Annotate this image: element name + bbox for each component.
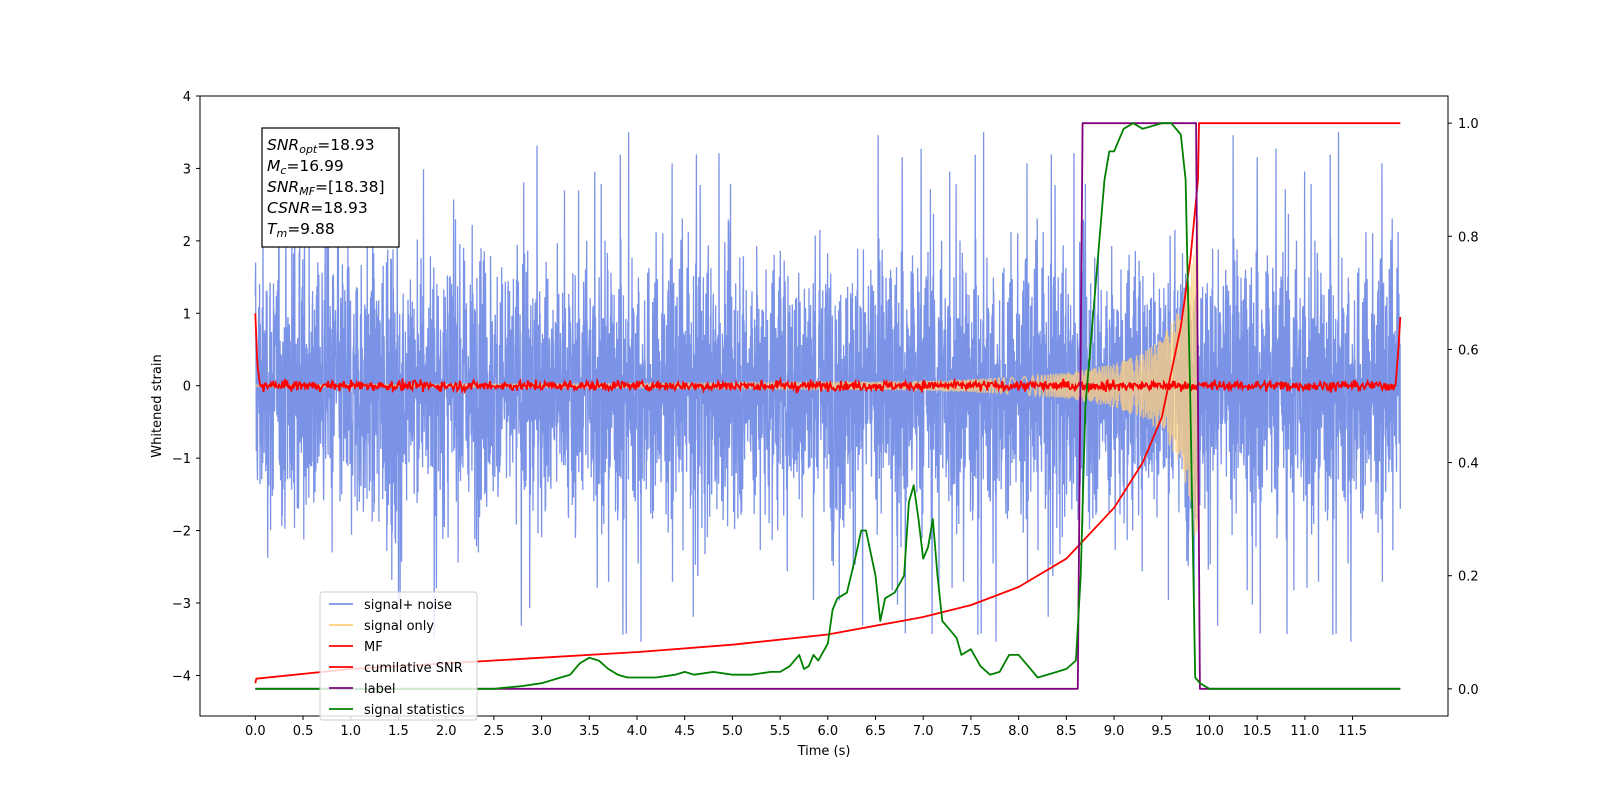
- x-tick-label: 4.5: [674, 724, 695, 739]
- y-tick-label: 2: [183, 235, 191, 250]
- info-snr-opt: SNRopt=18.93: [267, 136, 375, 156]
- x-tick-label: 6.0: [817, 724, 838, 739]
- y-tick-label: 0: [183, 380, 191, 395]
- x-tick-label: 5.0: [722, 724, 743, 739]
- legend-label: label: [364, 682, 395, 697]
- x-tick-label: 7.5: [961, 724, 982, 739]
- x-tick-label: 5.5: [770, 724, 791, 739]
- x-tick-label: 1.5: [388, 724, 409, 739]
- y2-tick-label: 0.0: [1458, 683, 1479, 698]
- legend-item: MF: [329, 640, 383, 655]
- x-tick-label: 4.0: [627, 724, 648, 739]
- info-box: SNRopt=18.93 Mc=16.99 SNRMF=[18.38] CSNR…: [261, 127, 400, 248]
- x-tick-label: 11.5: [1338, 724, 1367, 739]
- x-tick-label: 9.5: [1151, 724, 1172, 739]
- x-tick-label: 3.5: [579, 724, 600, 739]
- legend-frame: [319, 591, 478, 721]
- y2-tick-label: 0.6: [1458, 343, 1479, 358]
- signal-plus-noise-line: [254, 132, 1401, 642]
- legend-item: cumilative SNR: [329, 661, 463, 676]
- x-tick-label: 2.5: [484, 724, 505, 739]
- legend-item: signal+ noise: [329, 598, 452, 613]
- x-tick-label: 1.0: [340, 724, 361, 739]
- legend-label: cumilative SNR: [364, 661, 463, 676]
- info-snr-mf: SNRMF=[18.38]: [267, 178, 385, 198]
- y-tick-label: −2: [172, 525, 191, 540]
- info-tm: Tm=9.88: [267, 220, 335, 240]
- x-tick-label: 6.5: [865, 724, 886, 739]
- y-tick-label: 4: [183, 90, 191, 105]
- y-tick-label: 3: [183, 162, 191, 177]
- x-tick-label: 8.0: [1008, 724, 1029, 739]
- y-tick-label: −4: [172, 669, 191, 684]
- x-tick-label: 7.0: [913, 724, 934, 739]
- legend-item: signal statistics: [329, 703, 465, 718]
- y2-tick-label: 1.0: [1458, 117, 1479, 132]
- x-tick-label: 8.5: [1056, 724, 1077, 739]
- legend-label: signal only: [364, 619, 434, 634]
- y-tick-label: −1: [172, 452, 191, 467]
- signal-statistics-line: [255, 122, 1401, 690]
- legend: signal+ noise signal only MF cumilative SNR…: [319, 591, 478, 721]
- plot-frame: [199, 95, 1449, 717]
- y-tick-label: −3: [172, 597, 191, 612]
- x-tick-label: 11.0: [1290, 724, 1319, 739]
- info-mc: Mc=16.99: [267, 157, 344, 177]
- series-signal-plus-noise: [254, 132, 1401, 642]
- legend-item: label: [329, 682, 395, 697]
- y-axis-ticks: 4 3 2 1 0 −1 −2 −3 −4: [172, 90, 200, 684]
- y2-tick-label: 0.8: [1458, 230, 1479, 245]
- series-mf: [254, 313, 1402, 395]
- mf-line: [254, 313, 1402, 395]
- x-tick-label: 0.0: [245, 724, 266, 739]
- y2-axis-ticks: 1.0 0.8 0.6 0.4 0.2 0.0: [1448, 117, 1479, 698]
- legend-label: signal statistics: [364, 703, 465, 718]
- x-tick-label: 9.0: [1104, 724, 1125, 739]
- y-tick-label: 1: [183, 307, 191, 322]
- x-tick-label: 10.5: [1243, 724, 1272, 739]
- x-axis-ticks: 0.0 0.5 1.0 1.5 2.0 2.5 3.0 3.5 4.0 4.5 5.0 5.5 6.0 6…: [245, 716, 1367, 739]
- info-csnr: CSNR=18.93: [267, 199, 368, 217]
- info-box-frame: [261, 127, 400, 248]
- x-tick-label: 10.0: [1195, 724, 1224, 739]
- legend-item: signal only: [329, 619, 434, 634]
- y-axis-label: Whitened strain: [150, 354, 165, 457]
- legend-label: MF: [364, 640, 383, 655]
- x-tick-label: 0.5: [293, 724, 314, 739]
- series-signal-statistics: [255, 122, 1401, 690]
- x-axis-label: Time (s): [797, 744, 851, 759]
- y2-tick-label: 0.2: [1458, 570, 1479, 585]
- y2-tick-label: 0.4: [1458, 457, 1479, 472]
- x-tick-label: 3.0: [531, 724, 552, 739]
- legend-label: signal+ noise: [364, 598, 452, 613]
- x-tick-label: 2.0: [436, 724, 457, 739]
